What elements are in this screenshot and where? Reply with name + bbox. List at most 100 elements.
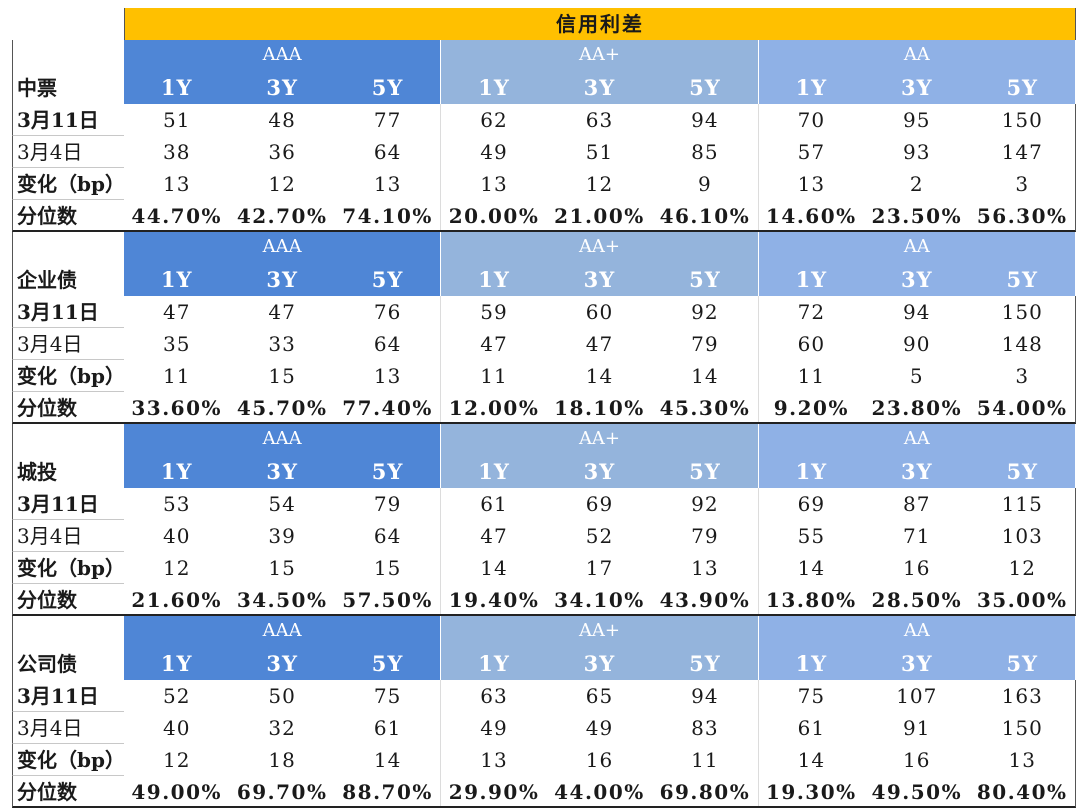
section-2: 城投 AAA 1Y 3Y 5Y AA+ 1Y 3Y 5Y AA 1Y 3Y 5Y 3月11日 53 54 79 6… [12,424,1076,616]
table-cell: 11 [652,744,759,776]
table-cell: 115 [1001,492,1043,516]
tenor-label: 1Y [795,651,828,676]
table-cell: 72 [797,300,826,324]
group-header-aa-plus: AA+ 1Y 3Y 5Y [441,424,759,488]
table-cell: 16 [903,748,931,772]
table-cell: 45.30% [652,392,759,422]
tenor-label: 3Y [901,267,933,292]
table-cell: 3 [1015,364,1030,388]
table-cell: 60 [797,332,826,356]
table-cell: 11 [797,364,826,388]
table-cell: 14 [797,748,826,772]
tenor-label: 1Y [795,459,828,484]
table-cell: 38 [162,140,191,164]
table-cell: 12.00% [448,396,540,420]
section-name: 企业债 [12,232,124,296]
table-cell: 20.00% [448,204,540,228]
tenor-label: 3Y [901,75,933,100]
table-cell: 49.00% [131,780,223,804]
table-cell: 14 [335,744,442,776]
table-cell: 80.40% [976,780,1068,804]
table-cell: 63 [480,684,508,708]
table-cell: 13 [652,552,759,584]
table-cell: 70 [797,108,826,132]
table-cell: 47 [162,300,191,324]
section-3: 公司债 AAA 1Y 3Y 5Y AA+ 1Y 3Y 5Y AA 1Y 3Y 5Y 3月11日 52 50 75… [12,616,1076,808]
table-cell: 93 [903,140,931,164]
section-name: 中票 [12,40,124,104]
table-cell: 39 [268,524,296,548]
tenor-label: 5Y [689,459,721,484]
row-label: 3月4日 [12,712,124,744]
group-header-aa-plus: AA+ 1Y 3Y 5Y [441,616,759,680]
table-cell: 15 [335,552,442,584]
tenor-label: 5Y [371,267,404,292]
table-cell: 47 [585,332,614,356]
table-cell: 49 [480,716,508,740]
table-cell: 47 [268,300,296,324]
tenor-label: 3Y [583,651,616,676]
table-cell: 85 [652,136,759,168]
row-label: 分位数 [12,392,124,424]
table-row: 40 32 61 49 49 83 61 91 150 [124,712,1076,744]
table-cell: 51 [162,108,191,132]
table-cell: 13 [480,748,508,772]
tenor-label: 1Y [478,459,510,484]
table-cell: 9.20% [773,396,849,420]
tenor-label: 3Y [901,651,933,676]
table-cell: 33.60% [131,396,223,420]
table-cell: 147 [1001,140,1043,164]
table-cell: 75 [335,680,442,712]
table-cell: 12 [162,748,191,772]
table-cell: 15 [268,556,296,580]
table-cell: 79 [335,488,442,520]
table-cell: 13 [162,172,191,196]
table-cell: 34.10% [554,588,645,612]
table-cell: 29.90% [448,780,540,804]
group-header-aa: AA 1Y 3Y 5Y [758,424,1076,488]
table-cell: 12 [1008,556,1036,580]
tenor-label: 3Y [266,651,298,676]
table-cell: 19.30% [766,780,857,804]
tenor-label: 3Y [583,459,616,484]
rating-label: AAA [262,236,302,257]
table-cell: 83 [652,712,759,744]
group-header-aaa: AAA 1Y 3Y 5Y [124,40,442,104]
tenor-label: 1Y [160,459,193,484]
tenor-label: 5Y [371,459,404,484]
table-cell: 77.40% [335,392,442,422]
row-label: 分位数 [12,200,124,232]
row-label: 变化（bp） [12,552,125,584]
table-cell: 88.70% [335,776,442,806]
table-cell: 76 [335,296,442,328]
table-cell: 75 [797,684,826,708]
table-cell: 150 [1001,108,1043,132]
table-cell: 5 [909,364,924,388]
tenor-label: 1Y [160,75,193,100]
table-row: 38 36 64 49 51 85 57 93 147 [124,136,1076,168]
rating-label: AA [903,44,930,65]
rating-label: AA [903,236,930,257]
tenor-label: 5Y [1006,651,1039,676]
table-cell: 35 [162,332,191,356]
tenor-label: 1Y [795,75,828,100]
table-cell: 69.80% [652,776,759,806]
table-cell: 71 [903,524,931,548]
table-cell: 62 [480,108,508,132]
table-row: 12 15 15 14 17 13 14 16 12 [124,552,1076,584]
table-cell: 13 [335,360,442,392]
tenor-label: 5Y [371,75,404,100]
table-cell: 18.10% [554,396,645,420]
table-cell: 36 [268,140,296,164]
table-cell: 14.60% [766,204,857,228]
table-cell: 13 [797,172,826,196]
row-label: 3月4日 [12,136,124,168]
table-cell: 40 [162,524,191,548]
table-cell: 77 [335,104,442,136]
table-cell: 64 [335,328,442,360]
group-header-aa: AA 1Y 3Y 5Y [758,232,1076,296]
table-cell: 79 [652,328,759,360]
table-row: 21.60% 34.50% 57.50% 19.40% 34.10% 43.90% 13.8… [124,584,1076,616]
table-cell: 13 [480,172,508,196]
table-cell: 90 [903,332,931,356]
